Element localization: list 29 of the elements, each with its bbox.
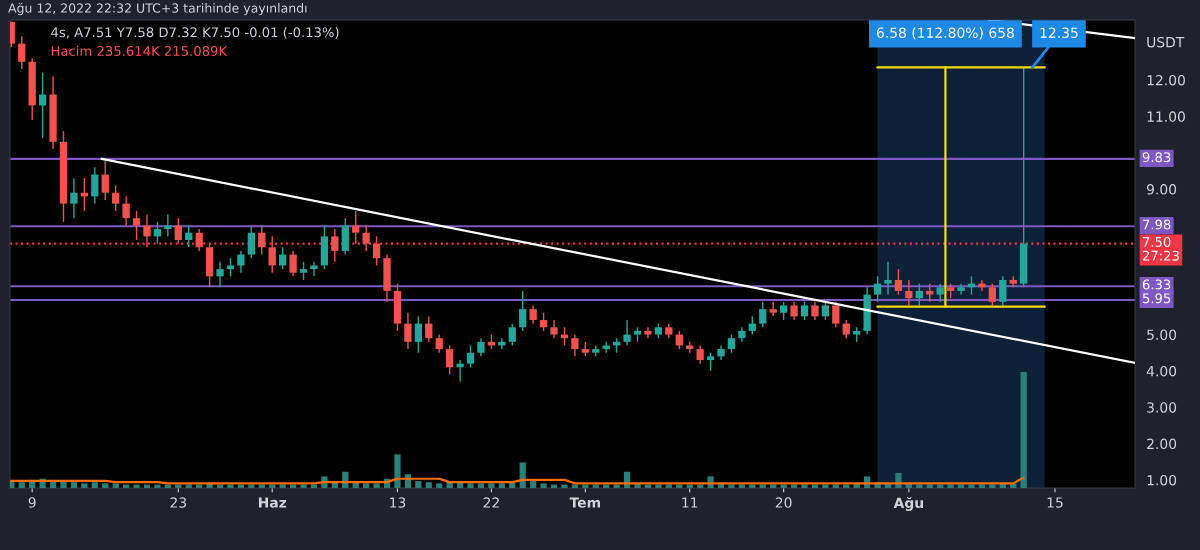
x-tick-label: Haz <box>258 497 287 508</box>
x-tick-label: 15 <box>1047 497 1063 508</box>
ref-line-label: 7.98 <box>1143 219 1171 230</box>
annotation: 12.35 <box>1040 27 1078 38</box>
y-tick-label: 2.00 <box>1147 438 1177 450</box>
x-tick-label: Ağu <box>893 497 923 511</box>
x-tick-label: 11 <box>682 497 698 508</box>
ref-line-label: 5.95 <box>1142 293 1171 304</box>
y-axis-title: USDT <box>1147 36 1185 48</box>
x-tick-label: 23 <box>170 497 187 508</box>
x-tick-label: 13 <box>390 497 406 508</box>
y-tick-label: 12.00 <box>1147 74 1185 86</box>
text: Ağu 12, 2022 22:32 UTC+3 tarihinde yayınlandı <box>8 2 307 16</box>
ref-line-label: 6.33 <box>1142 279 1171 290</box>
y-tick-label: 11.00 <box>1147 111 1185 122</box>
y-tick-label: 3.00 <box>1147 402 1177 413</box>
text: Hacim 235.614K 215.089K <box>51 45 228 56</box>
x-tick-label: 20 <box>775 497 792 508</box>
annotation: 6.58 (112.80%) 658 <box>876 27 1014 40</box>
y-tick-label: 5.00 <box>1147 329 1177 341</box>
y-tick-label: 4.00 <box>1146 365 1177 377</box>
ref-line-label: 7.50 27:23 <box>1142 236 1179 261</box>
chart-title: 4s, A7.51 Y7.58 D7.32 K7.50 -0.01 (-0.13%) <box>51 27 339 39</box>
x-tick-label: 22 <box>483 497 499 508</box>
y-tick-label: 1.00 <box>1147 474 1177 486</box>
ref-line-label: 9.83 <box>1142 152 1171 163</box>
x-tick-label: 9 <box>28 497 36 508</box>
y-tick-label: 9.00 <box>1146 184 1177 195</box>
x-tick-label: Tem <box>569 497 600 508</box>
